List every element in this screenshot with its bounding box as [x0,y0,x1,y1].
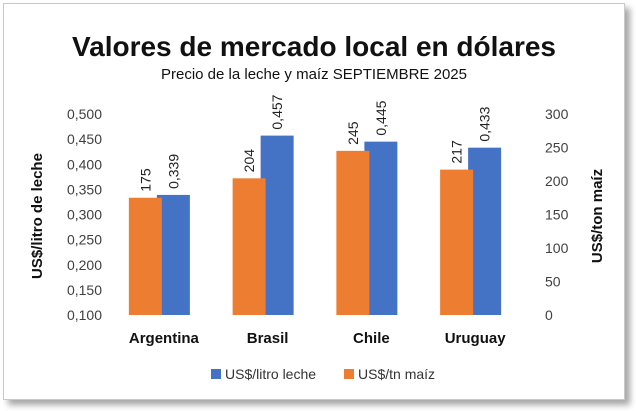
y-tick-label: 0,350 [67,181,102,197]
bar-corn-argentina [128,197,162,315]
y-tick-label: 0,400 [67,156,102,172]
y2-tick-label: 250 [545,140,569,156]
y2-tick-label: 50 [545,274,561,290]
bar-corn-brasil [232,178,266,315]
y-tick-label: 0,300 [67,207,102,223]
bar-corn-chile [336,150,370,315]
bar-milk-chile [364,141,398,315]
category-label: Uruguay [445,330,507,347]
y-tick-label: 0,100 [67,307,102,323]
data-label-corn: 245 [345,121,361,145]
data-label-corn: 217 [449,140,465,164]
category-labels: Argentina Brasil Chile Uruguay [129,330,506,347]
y-tick-label: 0,250 [67,232,102,248]
bar-milk-uruguay [468,147,502,315]
y2-tick-label: 200 [545,173,569,189]
data-label-corn: 204 [241,149,257,173]
y-tick-label: 0,200 [67,257,102,273]
bars: 175 0,339 204 0,457 245 0,445 217 0,433 [128,94,502,315]
y2-tick-label: 150 [545,207,569,223]
chart-subtitle: Precio de la leche y maíz SEPTIEMBRE 202… [161,66,467,83]
y2-tick-label: 300 [545,106,569,122]
category-label: Brasil [247,330,289,347]
data-label-milk: 0,445 [373,100,389,135]
legend-swatch-milk [211,369,221,379]
y-tick-label: 0,500 [67,106,102,122]
chart-svg: Valores de mercado local en dólares Prec… [29,31,606,382]
y2-tick-label: 0 [545,307,553,323]
y-axis-title: US$/litro de leche [29,153,46,279]
data-label-milk: 0,433 [477,106,493,141]
legend: US$/litro leche US$/tn maíz [211,366,435,382]
data-label-milk: 0,457 [269,94,285,129]
y-tick-label: 0,150 [67,282,102,298]
bar-milk-argentina [156,194,190,315]
y2-tick-label: 100 [545,240,569,256]
chart-title: Valores de mercado local en dólares [72,31,556,62]
y2-axis-ticks: 0 50 100 150 200 250 300 [545,106,569,323]
bar-milk-brasil [260,135,294,315]
chart-frame: Valores de mercado local en dólares Prec… [3,3,625,400]
y-axis-ticks: 0,100 0,150 0,200 0,250 0,300 0,350 0,400 0,450… [67,106,102,323]
legend-swatch-corn [344,369,354,379]
data-label-milk: 0,339 [165,154,181,189]
data-label-corn: 175 [137,168,153,192]
y2-axis-title: US$/ton maíz [589,169,606,263]
y-tick-label: 0,450 [67,131,102,147]
category-label: Chile [353,330,390,347]
bar-corn-uruguay [440,169,474,315]
legend-label-corn: US$/tn maíz [358,366,435,382]
category-label: Argentina [129,330,200,347]
legend-label-milk: US$/litro leche [225,366,316,382]
